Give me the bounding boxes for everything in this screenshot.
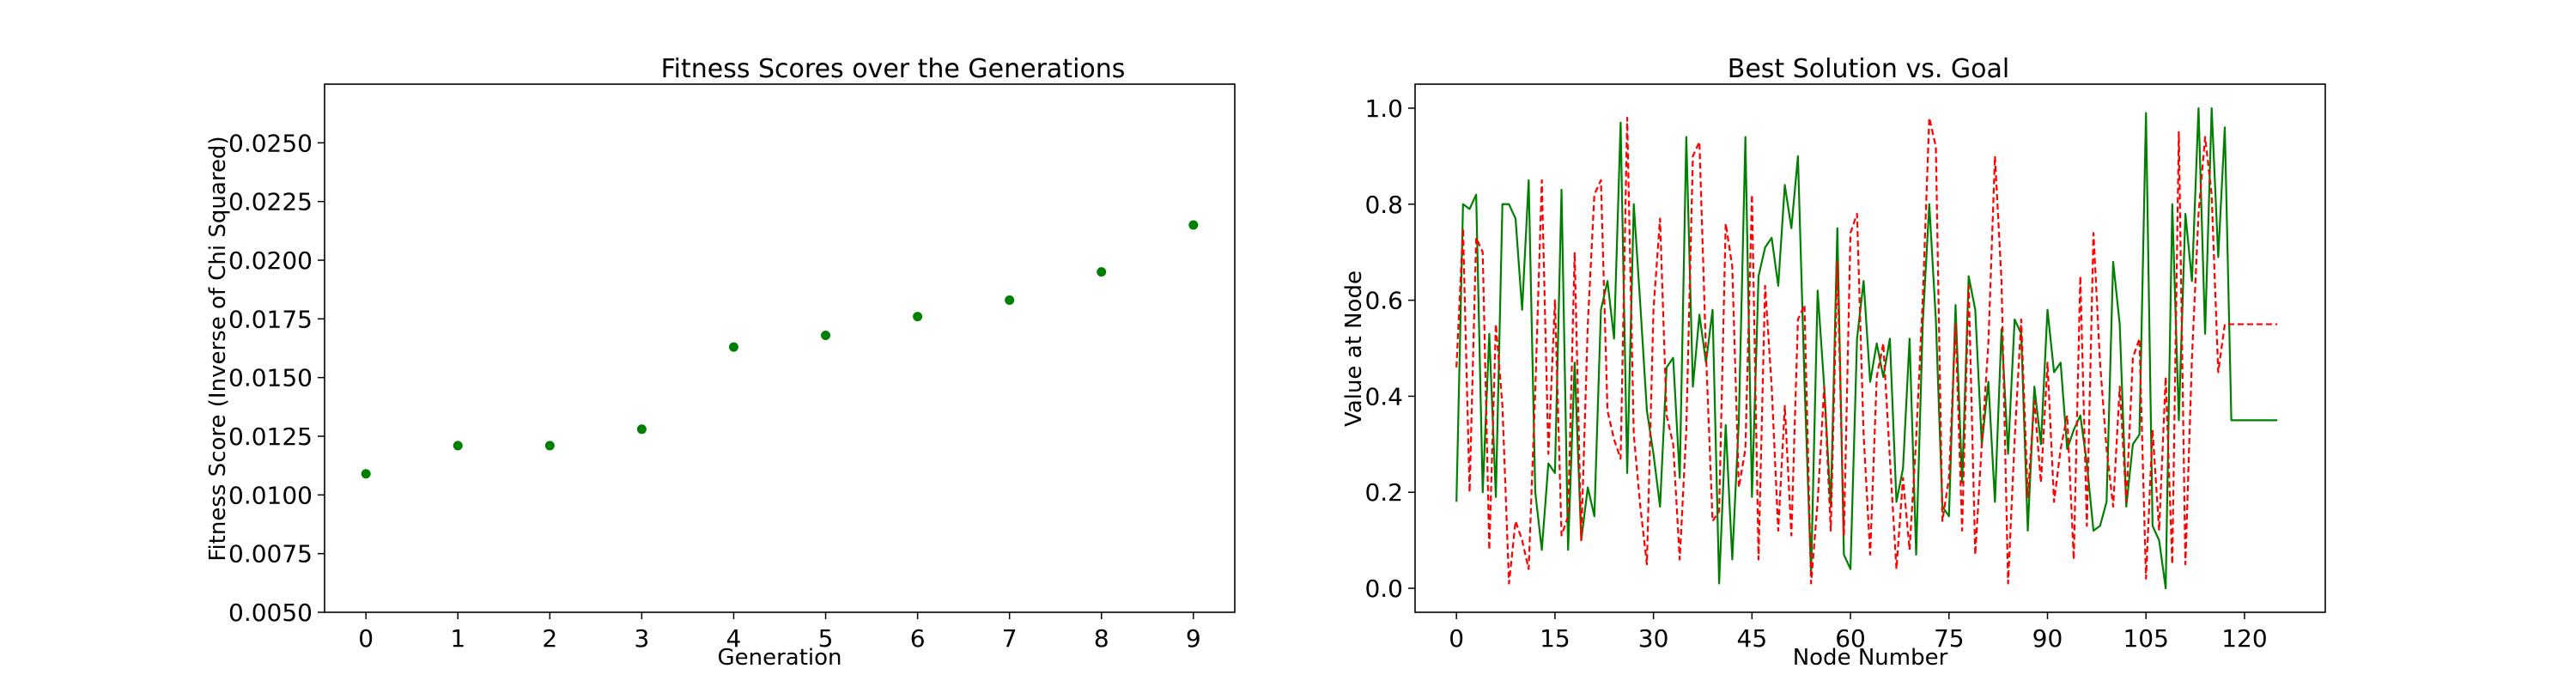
y-tick-label: 0.0075 [228,540,313,568]
solution-panel: Best Solution vs. Goal 0 15 30 45 60 75 90 105 1… [1341,54,2326,671]
x-tick-label: 30 [1638,624,1669,653]
data-point [544,441,555,451]
y-tick-label: 0.2 [1364,478,1403,507]
y-axis: 0.0050 0.0075 0.0100 0.0125 0.0150 0.0175 0.02… [228,129,325,627]
x-tick-label: 6 [910,624,926,653]
x-axis: 0 1 2 3 4 5 6 7 8 9 [358,612,1201,653]
data-point [1097,267,1107,277]
plot-frame [324,83,1236,613]
y-tick-label: 1.0 [1364,94,1403,123]
x-tick-label: 15 [1540,624,1571,653]
data-point [361,469,371,479]
fitness-panel: Fitness Scores over the Generations 0 1 2 3… [205,54,1236,671]
x-tick-label: 1 [450,624,465,653]
data-point [1188,220,1199,230]
y-tick-label: 0.0200 [228,246,313,275]
y-tick-label: 0.4 [1364,382,1403,410]
y-tick-label: 0.0175 [228,305,313,333]
y-tick-label: 0.0050 [228,599,313,627]
plot-area [361,220,1199,479]
x-axis-label: Generation [717,645,841,671]
x-tick-label: 2 [542,624,557,653]
x-tick-label: 60 [1835,624,1866,653]
x-tick-label: 5 [818,624,834,653]
data-point [913,312,923,322]
x-tick-label: 105 [2123,624,2168,653]
y-tick-label: 0.6 [1364,287,1403,315]
x-tick-label: 7 [1002,624,1018,653]
data-point [636,424,647,435]
x-tick-label: 90 [2032,624,2063,653]
data-point [1005,295,1015,305]
goal-series-line [1455,117,2278,585]
x-tick-label: 0 [1449,624,1464,653]
chart-title: Fitness Scores over the Generations [661,54,1126,84]
y-tick-label: 0.0150 [228,364,313,392]
x-tick-label: 4 [726,624,742,653]
y-tick-label: 0.0250 [228,129,313,157]
y-tick-label: 0.0 [1364,575,1403,603]
x-tick-label: 3 [634,624,649,653]
plot-area [1455,106,2278,590]
y-axis: 0.0 0.2 0.4 0.6 0.8 1.0 [1364,94,1415,603]
best-solution-series-line [1455,106,2278,590]
y-tick-label: 0.0125 [228,423,313,451]
y-axis-label: Value at Node [1341,271,1367,427]
x-axis: 0 15 30 45 60 75 90 105 120 [1449,612,2268,653]
plot-frame [1414,83,2326,613]
y-tick-label: 0.0225 [228,188,313,216]
y-axis-label: Fitness Score (Inverse of Chi Squared) [205,136,231,561]
x-tick-label: 45 [1737,624,1768,653]
y-tick-label: 0.8 [1364,191,1403,219]
x-tick-label: 75 [1934,624,1965,653]
y-tick-label: 0.0100 [228,481,313,509]
x-axis-label: Node Number [1793,645,1948,671]
data-point [728,342,738,352]
data-point [453,441,463,451]
x-tick-label: 0 [358,624,374,653]
x-tick-label: 120 [2221,624,2267,653]
data-point [821,330,831,340]
x-tick-label: 9 [1186,624,1201,653]
x-tick-label: 8 [1094,624,1109,653]
chart-title: Best Solution vs. Goal [1728,54,2010,84]
